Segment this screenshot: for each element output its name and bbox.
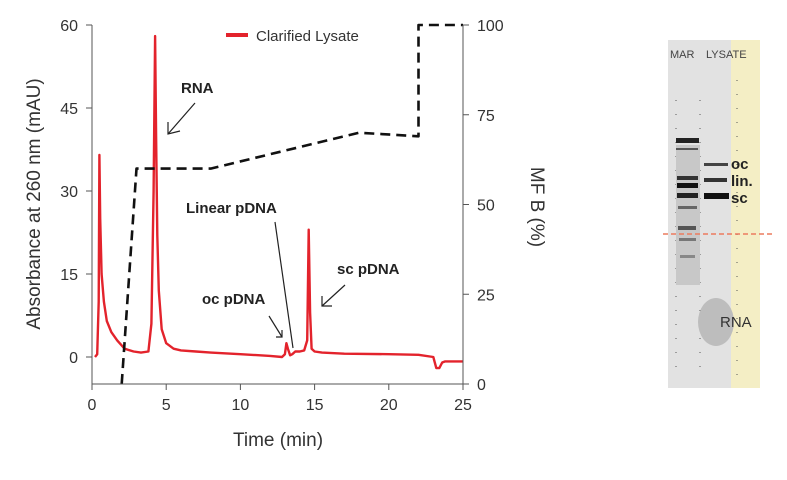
annotation-linear-pdna-label: Linear pDNA [186, 200, 277, 217]
annotation-linear-pdna: Linear pDNA [186, 200, 294, 349]
x-tick-label: 15 [306, 397, 324, 414]
series-line-clarified-lysate [94, 34, 463, 370]
y2-tick-label: 75 [477, 108, 495, 125]
x-tick-label: 5 [162, 397, 171, 414]
gel-band-label-rna: RNA [720, 314, 752, 331]
annotation-sc-pdna-label: sc pDNA [337, 261, 400, 278]
annotation-linear-pdna-arrow [274, 221, 294, 349]
gel-band-label-sc: sc [731, 190, 748, 207]
gel-image: MAR LYSATE oc lin. sc RNA [600, 0, 787, 475]
x-tick-label: 20 [380, 397, 398, 414]
gel-lane-label-mar: MAR [670, 49, 695, 61]
y-tick-label: 30 [60, 184, 78, 201]
gel-marker-band [677, 183, 698, 188]
y-tick-label: 15 [60, 267, 78, 284]
y-tick-label: 60 [60, 18, 78, 35]
y-tick-label: 45 [60, 101, 78, 118]
y2-tick-label: 100 [477, 18, 504, 35]
x-axis-label: Time (min) [233, 430, 323, 451]
annotation-oc-pdna-label: oc pDNA [202, 291, 266, 308]
gel-marker-band [678, 206, 697, 209]
y-axis-label: Absorbance at 260 nm (mAU) [24, 78, 45, 329]
gel-lysate-rna-smear [698, 298, 734, 346]
legend: Clarified Lysate [226, 28, 359, 45]
y2-axis-label: MF B (%) [526, 167, 547, 247]
annotation-rna-arrowhead [167, 122, 181, 135]
gel-marker-band [678, 226, 696, 230]
y2-tick-label: 0 [477, 377, 486, 394]
gel-marker-band [679, 238, 696, 241]
gel-marker-smear [676, 145, 700, 285]
gel-band-label-oc: oc [731, 156, 749, 173]
gel-band-label-lin: lin. [731, 173, 753, 190]
annotation-oc-pdna-arrowhead [276, 330, 283, 338]
y-tick-label: 0 [69, 350, 78, 367]
x-tick-label: 0 [88, 397, 97, 414]
x-tick-label: 10 [232, 397, 250, 414]
gel-lysate-band-lin [704, 178, 727, 182]
gel-marker-band [676, 138, 699, 143]
chromatogram-chart: 0 5 10 15 20 25 0 15 30 45 60 0 25 50 75 100 Time (min)… [24, 18, 547, 451]
annotation-oc-pdna-arrow [268, 315, 283, 338]
gel-marker-band [680, 255, 695, 258]
annotation-sc-pdna-arrowhead [321, 296, 332, 307]
annotation-sc-pdna-arrow [321, 284, 346, 307]
gel-marker-band [677, 193, 698, 198]
annotation-rna: RNA [167, 80, 214, 135]
ticks-layer: 0 5 10 15 20 25 0 15 30 45 60 0 25 50 75 100 [60, 18, 504, 414]
gel-marker-band [677, 176, 698, 180]
annotation-rna-label: RNA [181, 80, 214, 97]
chart-svg: 0 5 10 15 20 25 0 15 30 45 60 0 25 50 75 100 Time (min)… [24, 18, 547, 451]
annotation-rna-arrow [167, 102, 196, 135]
series-line-mf-b [120, 23, 463, 385]
legend-label: Clarified Lysate [256, 28, 359, 45]
y2-tick-label: 25 [477, 287, 495, 304]
gel-svg: MAR LYSATE oc lin. sc RNA [668, 40, 760, 388]
gel-lysate-band-oc [704, 163, 728, 166]
gel-lysate-band-sc [704, 193, 729, 199]
annotation-sc-pdna: sc pDNA [321, 261, 400, 307]
gel-marker-band [676, 148, 698, 150]
gel-lane-label-lysate: LYSATE [706, 49, 747, 61]
gel-highlight-lane [731, 40, 760, 388]
x-tick-label: 25 [454, 397, 472, 414]
y2-tick-label: 50 [477, 198, 495, 215]
annotation-oc-pdna: oc pDNA [202, 291, 283, 338]
plot-layer [94, 23, 463, 385]
